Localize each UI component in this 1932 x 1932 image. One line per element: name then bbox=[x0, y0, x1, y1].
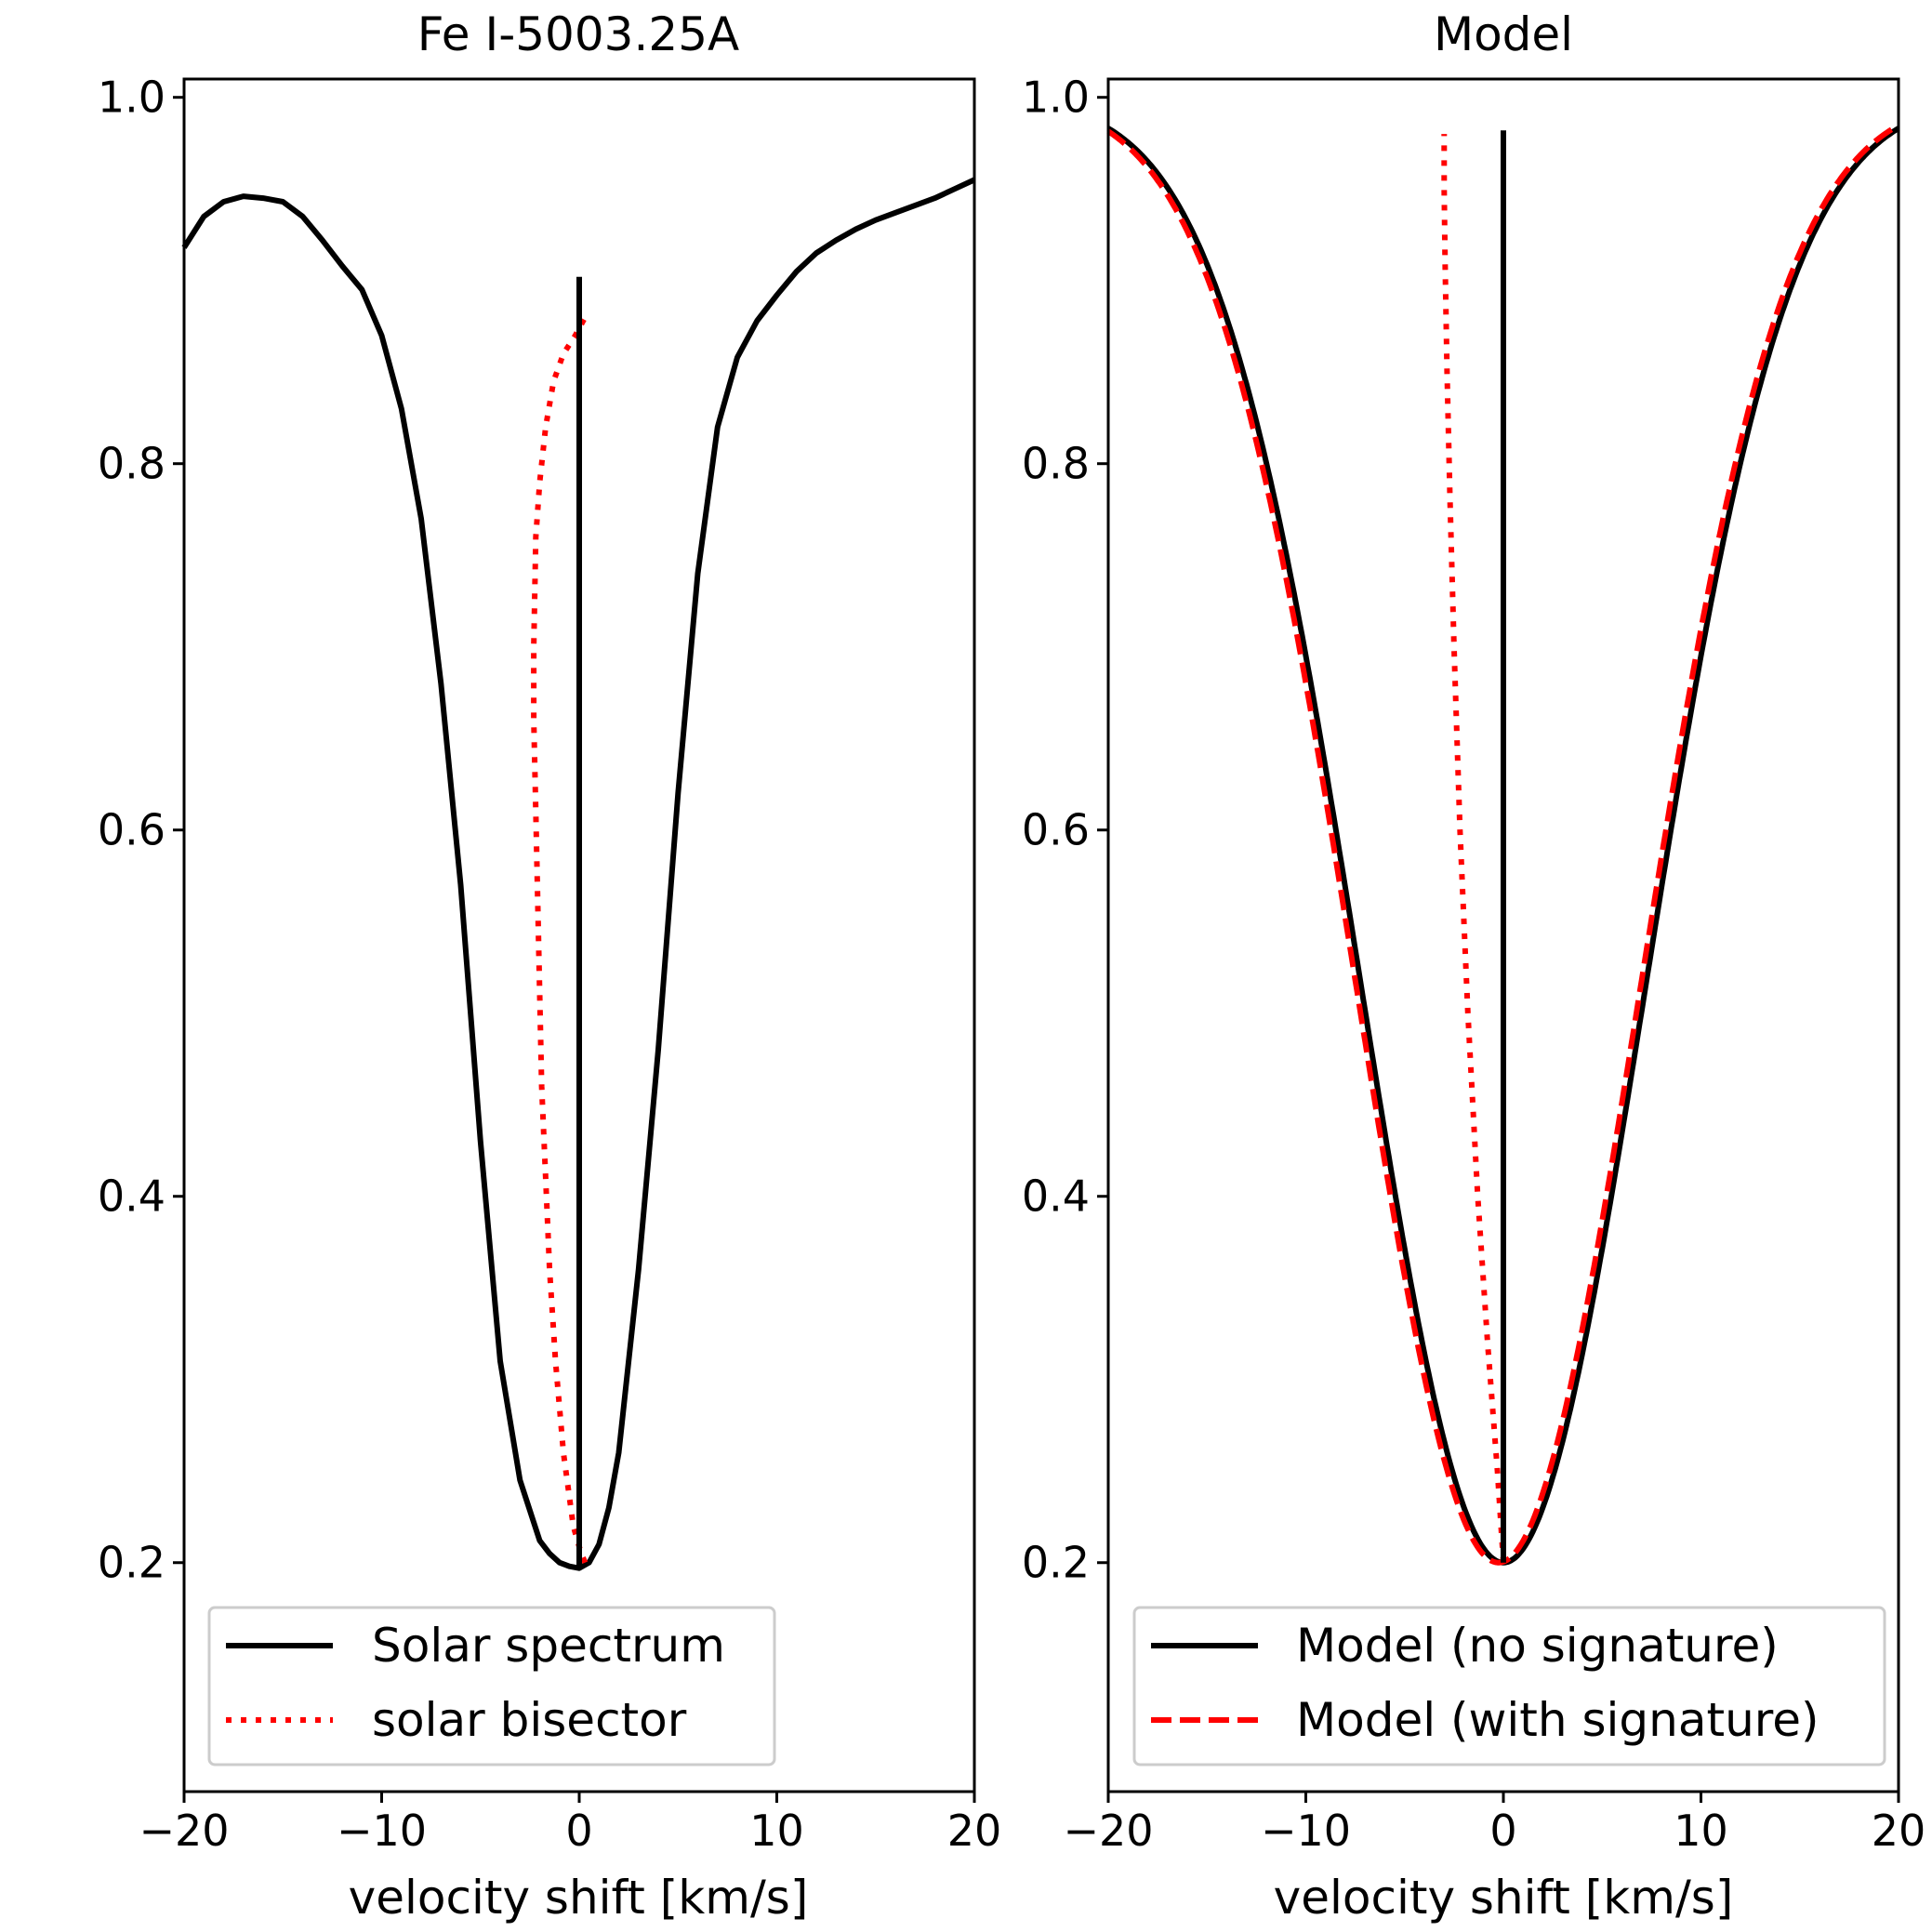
legend-frame bbox=[1132, 1606, 1886, 1767]
panel-model-xtick-label: −20 bbox=[1063, 1806, 1153, 1856]
panel-model-title: Model bbox=[1434, 7, 1573, 61]
panel-model-xlabel: velocity shift [km/s] bbox=[1274, 1871, 1734, 1925]
panel-model-ytick-label: 0.8 bbox=[1022, 439, 1090, 489]
panel-solar-ytick-label: 1.0 bbox=[98, 73, 165, 123]
panel-model-ytick-label: 0.4 bbox=[1022, 1171, 1090, 1222]
panel-solar-xtick-label: 0 bbox=[565, 1806, 592, 1856]
panel-solar-ytick-label: 0.8 bbox=[98, 439, 165, 489]
legend-label-solar-spectrum: Solar spectrum bbox=[372, 1619, 725, 1673]
panel-model-ticks: −20 −10 0 10 20 0.2 0.4 0.6 0.8 1.0 bbox=[1022, 73, 1925, 1856]
panel-model-xtick-label: 20 bbox=[1872, 1806, 1926, 1856]
panel-solar-xtick-label: −20 bbox=[139, 1806, 229, 1856]
panel-model-legend: Model (no signature) Model (with signatu… bbox=[1132, 1606, 1886, 1767]
panel-model-ytick-label: 0.6 bbox=[1022, 805, 1090, 855]
panel-model-ytick-label: 0.2 bbox=[1022, 1538, 1090, 1588]
legend-label-solar-bisector: solar bisector bbox=[372, 1693, 687, 1747]
panel-model-series-model-bisector bbox=[1441, 134, 1506, 1563]
panel-model-xtick-label: −10 bbox=[1261, 1806, 1351, 1856]
panel-model-xtick-label: 0 bbox=[1489, 1806, 1516, 1856]
panel-solar-title: Fe I-5003.25A bbox=[417, 7, 739, 61]
panel-solar-ticks: −20 −10 0 10 20 0.2 0.4 0.6 0.8 1.0 bbox=[98, 73, 1001, 1856]
panel-solar-legend: Solar spectrum solar bisector bbox=[207, 1606, 776, 1767]
panel-model-plot-area bbox=[1106, 123, 1900, 1566]
legend-label-model-no-signature: Model (no signature) bbox=[1296, 1619, 1779, 1673]
panel-solar-ytick-label: 0.6 bbox=[98, 805, 165, 855]
panel-model: Model −20 −10 0 10 20 0.2 0.4 0.6 0.8 1.0 velocit… bbox=[1022, 7, 1925, 1925]
panel-model-xtick-label: 10 bbox=[1674, 1806, 1728, 1856]
panel-solar-xtick-label: −10 bbox=[337, 1806, 427, 1856]
panel-solar-xlabel: velocity shift [km/s] bbox=[349, 1871, 809, 1925]
panel-solar-plot-area bbox=[181, 177, 976, 1571]
panel-solar-ytick-label: 0.2 bbox=[98, 1538, 165, 1588]
panel-model-ytick-label: 1.0 bbox=[1022, 73, 1090, 123]
panel-solar-xtick-label: 10 bbox=[749, 1806, 804, 1856]
panel-solar: Fe I-5003.25A −20 −10 0 10 20 0.2 0.4 0.6 0.8 1.0… bbox=[98, 7, 1001, 1925]
legend-frame bbox=[207, 1606, 776, 1767]
panel-solar-xtick-label: 20 bbox=[947, 1806, 1002, 1856]
legend-label-model-with-signature: Model (with signature) bbox=[1296, 1693, 1820, 1747]
panel-solar-ytick-label: 0.4 bbox=[98, 1171, 165, 1222]
